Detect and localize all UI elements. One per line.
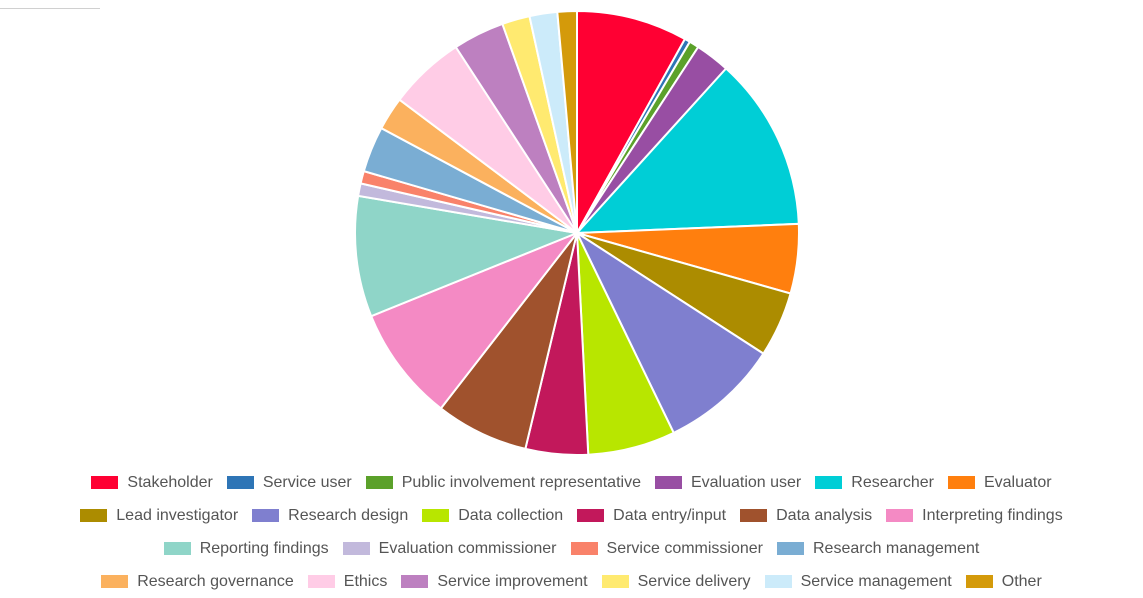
legend-label: Evaluation user [690, 473, 802, 491]
legend-swatch [163, 542, 191, 555]
legend-label: Interpreting findings [922, 506, 1063, 524]
legend-swatch [947, 476, 975, 489]
legend-item[interactable]: Research design [252, 507, 408, 525]
legend-swatch [226, 476, 254, 489]
legend-label: Public involvement representative [401, 473, 641, 491]
legend-swatch [577, 509, 605, 522]
legend: Stakeholder Service user Public involvemen… [0, 466, 1143, 598]
legend-label: Service delivery [637, 572, 751, 590]
legend-swatch [965, 575, 993, 588]
legend-item[interactable]: Data collection [422, 507, 563, 525]
legend-swatch [886, 509, 914, 522]
legend-swatch [764, 575, 792, 588]
legend-label: Reporting findings [199, 539, 329, 557]
legend-item[interactable]: Interpreting findings [886, 507, 1063, 525]
legend-label: Evaluation commissioner [378, 539, 557, 557]
legend-item[interactable]: Service improvement [401, 572, 588, 591]
legend-row: Reporting findings Evaluation commissione… [0, 532, 1143, 565]
legend-item[interactable]: Other [965, 572, 1042, 591]
legend-label: Service commissioner [606, 539, 763, 557]
legend-label: Data entry/input [613, 506, 727, 524]
legend-swatch [422, 509, 450, 522]
legend-label: Ethics [343, 572, 388, 590]
legend-swatch [654, 476, 682, 489]
legend-label: Data collection [458, 506, 564, 524]
legend-label: Other [1001, 572, 1042, 590]
legend-swatch [91, 476, 119, 489]
legend-row: Lead investigator Research design Data col… [0, 499, 1143, 532]
legend-item[interactable]: Research management [777, 540, 979, 558]
legend-item[interactable]: Stakeholder [91, 473, 213, 492]
legend-item[interactable]: Reporting findings [163, 539, 329, 558]
legend-swatch [815, 476, 843, 489]
legend-item[interactable]: Lead investigator [80, 507, 238, 525]
legend-item[interactable]: Research governance [101, 573, 294, 591]
legend-swatch [740, 509, 768, 522]
legend-swatch [342, 542, 370, 555]
legend-label: Service management [800, 572, 952, 590]
legend-item[interactable]: Ethics [307, 572, 388, 591]
legend-item[interactable]: Evaluation user [654, 473, 802, 492]
legend-label: Lead investigator [116, 506, 239, 524]
legend-swatch [307, 575, 335, 588]
legend-row: Stakeholder Service user Public involvemen… [0, 466, 1143, 499]
legend-item[interactable]: Service commissioner [570, 539, 763, 558]
legend-label: Researcher [851, 473, 934, 491]
legend-label: Research governance [137, 572, 294, 590]
legend-item[interactable]: Service user [226, 473, 352, 492]
legend-item[interactable]: Public involvement representative [365, 473, 641, 492]
legend-swatch [570, 542, 598, 555]
pie-slice[interactable] [576, 9, 687, 237]
legend-label: Research management [813, 539, 980, 557]
legend-label: Data analysis [776, 506, 873, 524]
pie-chart [354, 9, 800, 456]
legend-item[interactable]: Researcher [815, 474, 934, 492]
legend-swatch [365, 476, 393, 489]
legend-label: Research design [288, 506, 409, 524]
legend-label: Service user [262, 473, 352, 491]
legend-swatch [80, 509, 108, 522]
legend-swatch [777, 542, 804, 555]
legend-item[interactable]: Evaluation commissioner [342, 539, 557, 558]
legend-swatch [401, 575, 429, 588]
pie-slice[interactable] [556, 9, 578, 234]
legend-item[interactable]: Data entry/input [577, 507, 726, 525]
top-rule [0, 8, 100, 9]
legend-label: Evaluator [983, 473, 1052, 491]
legend-item[interactable]: Evaluator [947, 473, 1052, 492]
legend-row: Research governance Ethics Service improve… [0, 565, 1143, 598]
legend-item[interactable]: Service delivery [601, 572, 751, 591]
legend-item[interactable]: Service management [764, 572, 952, 591]
pie-slice[interactable] [574, 230, 765, 435]
legend-swatch [101, 575, 129, 588]
legend-label: Stakeholder [127, 473, 213, 491]
pie-slice[interactable] [354, 194, 581, 318]
pie-slice[interactable] [369, 230, 581, 410]
legend-label: Service improvement [437, 572, 588, 590]
legend-item[interactable]: Data analysis [740, 507, 872, 525]
legend-swatch [252, 509, 280, 522]
legend-swatch [601, 575, 629, 588]
pie-slice[interactable] [574, 67, 800, 235]
